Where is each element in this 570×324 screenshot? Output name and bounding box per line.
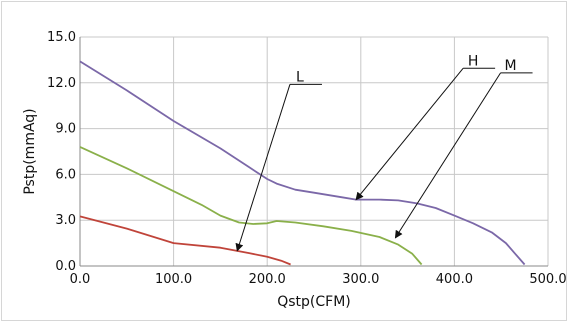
annotation-label-l: L — [296, 69, 304, 85]
y-tick-label: 15.0 — [47, 30, 76, 45]
x-axis-title: Qstp(CFM) — [277, 294, 351, 310]
grid-lines — [80, 36, 549, 266]
series-layer — [79, 60, 526, 266]
y-tick-label: 0.0 — [55, 259, 76, 274]
y-axis-title: Pstp(mmAq) — [22, 108, 38, 194]
x-tick-label: 300.0 — [342, 272, 379, 287]
y-tick-label: 6.0 — [55, 167, 76, 182]
series-line-m — [79, 146, 423, 266]
y-tick-label: 9.0 — [55, 122, 76, 137]
x-tick-label: 0.0 — [70, 272, 91, 287]
annotation-arrow — [235, 84, 291, 252]
x-tick-label: 400.0 — [436, 272, 473, 287]
annotations: H M L — [235, 53, 533, 252]
axes: 0.0 100.0 200.0 300.0 400.0 500.0 0.0 3.0 6.0 9.0… — [47, 30, 567, 287]
x-tick-label: 100.0 — [155, 272, 192, 287]
annotation-label-h: H — [468, 53, 479, 69]
annotation-label-m: M — [505, 58, 517, 74]
x-tick-label: 200.0 — [249, 272, 286, 287]
y-tick-label: 12.0 — [47, 76, 76, 91]
annotation-arrow — [394, 72, 501, 239]
series-line-l — [79, 215, 291, 266]
y-tick-label: 3.0 — [55, 213, 76, 228]
x-tick-label: 500.0 — [529, 272, 566, 287]
annotation-arrow — [355, 67, 464, 201]
